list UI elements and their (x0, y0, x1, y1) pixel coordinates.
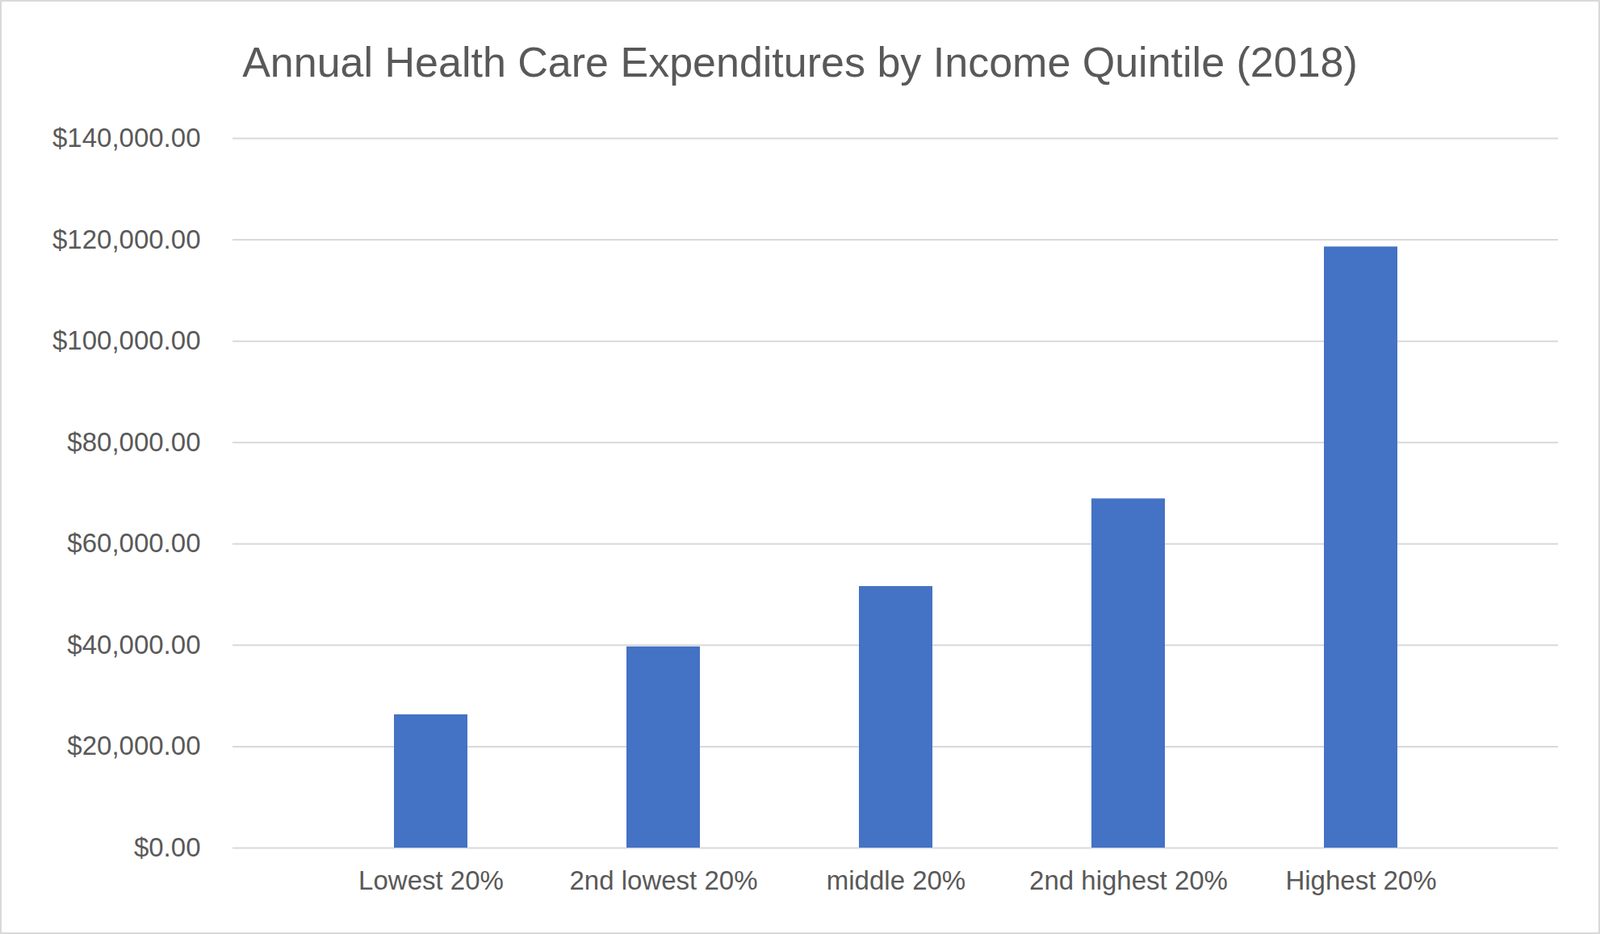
svg-text:$120,000.00: $120,000.00 (52, 224, 202, 255)
svg-text:middle 20%: middle 20% (826, 865, 966, 896)
svg-text:$60,000.00: $60,000.00 (67, 527, 201, 558)
svg-text:2nd highest 20%: 2nd highest 20% (1029, 865, 1228, 896)
svg-text:$20,000.00: $20,000.00 (67, 730, 201, 761)
svg-text:$140,000.00: $140,000.00 (52, 122, 202, 153)
svg-text:2nd lowest 20%: 2nd lowest 20% (569, 865, 759, 896)
svg-text:Highest 20%: Highest 20% (1285, 865, 1437, 896)
html-text:Annual Health Care Expenditure: Annual Health Care Expenditures by Incom… (242, 38, 1358, 86)
svg-text:$100,000.00: $100,000.00 (52, 325, 202, 356)
svg-text:$40,000.00: $40,000.00 (67, 629, 201, 660)
svg-text:$0.00: $0.00 (134, 832, 202, 863)
svg-text:$80,000.00: $80,000.00 (67, 427, 201, 457)
svg-text:Lowest 20%: Lowest 20% (358, 865, 504, 896)
